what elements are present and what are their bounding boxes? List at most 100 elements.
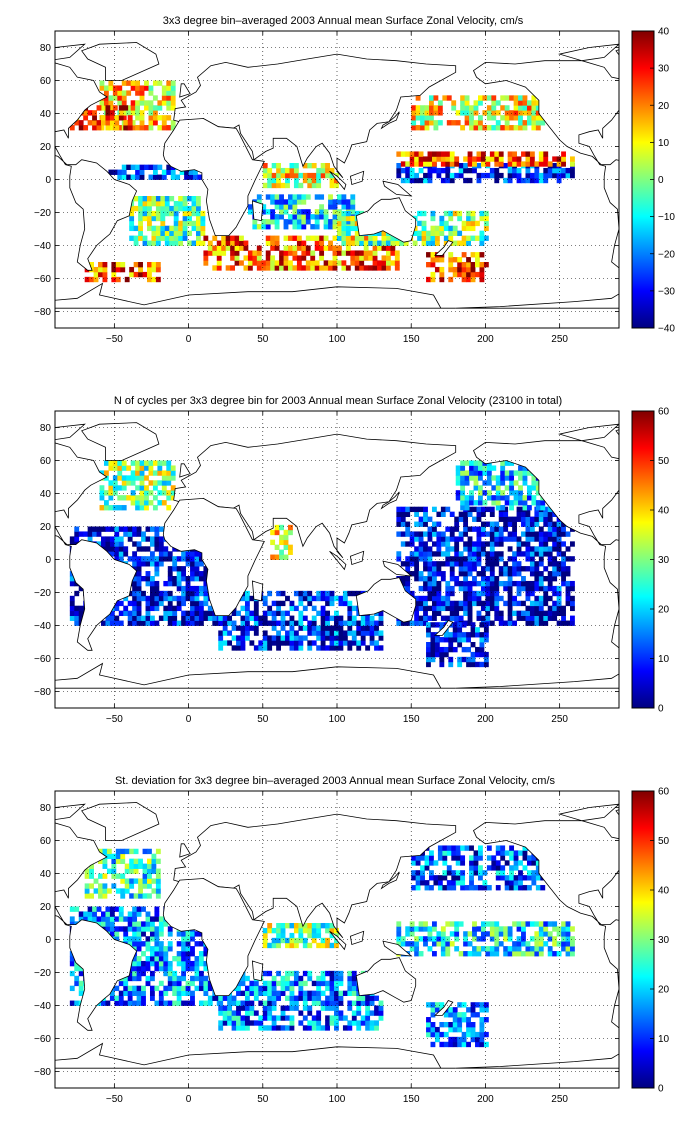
heatmap-cell (516, 506, 522, 513)
heatmap-cell (421, 220, 427, 227)
heatmap-cell (203, 946, 209, 952)
heatmap-cell (475, 646, 480, 653)
heatmap-cell (87, 120, 93, 126)
heatmap-cell (144, 125, 149, 131)
heatmap-cell (446, 885, 452, 891)
heatmap-cell (526, 495, 532, 501)
heatmap-cell (469, 460, 474, 466)
heatmap-cell (298, 932, 304, 939)
heatmap-cell (429, 885, 434, 891)
heatmap-cell (347, 1000, 353, 1006)
heatmap-cell (455, 480, 461, 486)
heatmap-cell (302, 1025, 308, 1031)
heatmap-cell (424, 855, 430, 861)
heatmap-cell (196, 225, 201, 232)
heatmap-cell (280, 640, 286, 646)
heatmap-cell (283, 265, 289, 271)
heatmap-cell (415, 125, 421, 131)
heatmap-cell (325, 923, 330, 929)
heatmap-cell (147, 848, 152, 855)
heatmap-cell (96, 541, 102, 547)
heatmap-cell (207, 250, 213, 256)
heatmap-cell (495, 495, 501, 501)
heatmap-cell (415, 885, 421, 891)
heatmap-cell (141, 536, 146, 542)
heatmap-cell (463, 541, 469, 547)
heatmap-cell (262, 167, 268, 174)
heatmap-cell (491, 500, 497, 506)
heatmap-cell (479, 266, 485, 273)
heatmap-cell (108, 169, 114, 175)
heatmap-cell (509, 865, 515, 871)
heatmap-cell (311, 177, 317, 184)
heatmap-cell (329, 167, 335, 174)
heatmap-cell (135, 465, 140, 471)
heatmap-cell (114, 1000, 120, 1006)
y-tick-label: 40 (40, 109, 52, 120)
heatmap-cell (529, 526, 535, 532)
heatmap-cell (494, 151, 500, 157)
heatmap-cell (538, 921, 544, 927)
heatmap-cell (431, 571, 437, 577)
heatmap-cell (503, 620, 509, 626)
heatmap-cell (216, 265, 222, 271)
heatmap-cell (525, 946, 531, 952)
heatmap-cell (194, 561, 200, 567)
heatmap-cell (338, 990, 344, 996)
heatmap-cell (167, 605, 173, 612)
heatmap-cell (485, 156, 491, 162)
heatmap-cell (320, 615, 326, 621)
heatmap-cell (423, 941, 428, 947)
heatmap-cell (356, 630, 362, 636)
heatmap-cell (212, 235, 218, 241)
heatmap-cell (149, 620, 155, 626)
heatmap-cell (240, 635, 246, 641)
heatmap-cell (442, 845, 448, 851)
heatmap-cell (436, 580, 442, 587)
heatmap-cell (424, 125, 430, 131)
heatmap-cell (136, 956, 142, 962)
heatmap-cell (543, 536, 549, 542)
heatmap-cell (216, 255, 222, 261)
heatmap-cell (316, 1010, 322, 1016)
heatmap-cell (160, 210, 166, 217)
heatmap-cell (365, 1005, 371, 1011)
heatmap-cell (409, 941, 415, 947)
heatmap-cell (418, 576, 424, 582)
heatmap-cell (424, 885, 430, 891)
heatmap-cell (271, 610, 277, 616)
heatmap-cell (504, 110, 510, 116)
heatmap-cell (276, 927, 281, 934)
heatmap-cell (262, 990, 268, 996)
heatmap-cell (302, 942, 308, 949)
heatmap-cell (405, 576, 411, 582)
heatmap-cell (337, 199, 342, 205)
heatmap-cell (296, 199, 302, 205)
heatmap-cell (279, 204, 284, 210)
heatmap-cell (155, 196, 161, 202)
heatmap-cell (414, 151, 420, 157)
heatmap-cell (196, 230, 201, 236)
heatmap-cell (337, 260, 342, 266)
heatmap-cell (285, 167, 290, 174)
heatmap-cell (405, 926, 411, 932)
heatmap-cell (145, 595, 151, 602)
heatmap-cell (123, 526, 129, 532)
heatmap-cell (394, 265, 400, 271)
heatmap-cell (483, 632, 489, 638)
heatmap-cell (414, 576, 420, 582)
heatmap-cell (154, 946, 160, 952)
heatmap-cell (138, 266, 143, 273)
heatmap-cell (198, 970, 204, 977)
heatmap-cell (423, 580, 428, 587)
heatmap-cell (329, 625, 335, 631)
heatmap-cell (325, 995, 330, 1001)
heatmap-cell (363, 245, 369, 251)
heatmap-cell (494, 531, 500, 537)
heatmap-cell (552, 585, 558, 592)
heatmap-cell (415, 860, 421, 866)
heatmap-cell (123, 985, 129, 992)
heatmap-cell (431, 615, 437, 621)
heatmap-cell (439, 1002, 445, 1008)
heatmap-cell (218, 645, 224, 651)
